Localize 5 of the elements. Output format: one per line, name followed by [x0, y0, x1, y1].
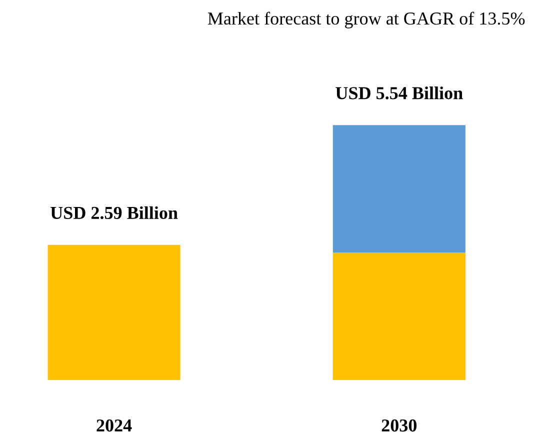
x-tick-label: 2024 — [96, 419, 132, 432]
total-label: USD 2.59 Billion — [50, 206, 178, 220]
x-tick-label: 2030 — [382, 419, 417, 432]
total-label: USD 5.54 Billion — [336, 86, 463, 100]
chart-title: Market forecast to grow at GAGR of 13.5% — [208, 12, 525, 28]
